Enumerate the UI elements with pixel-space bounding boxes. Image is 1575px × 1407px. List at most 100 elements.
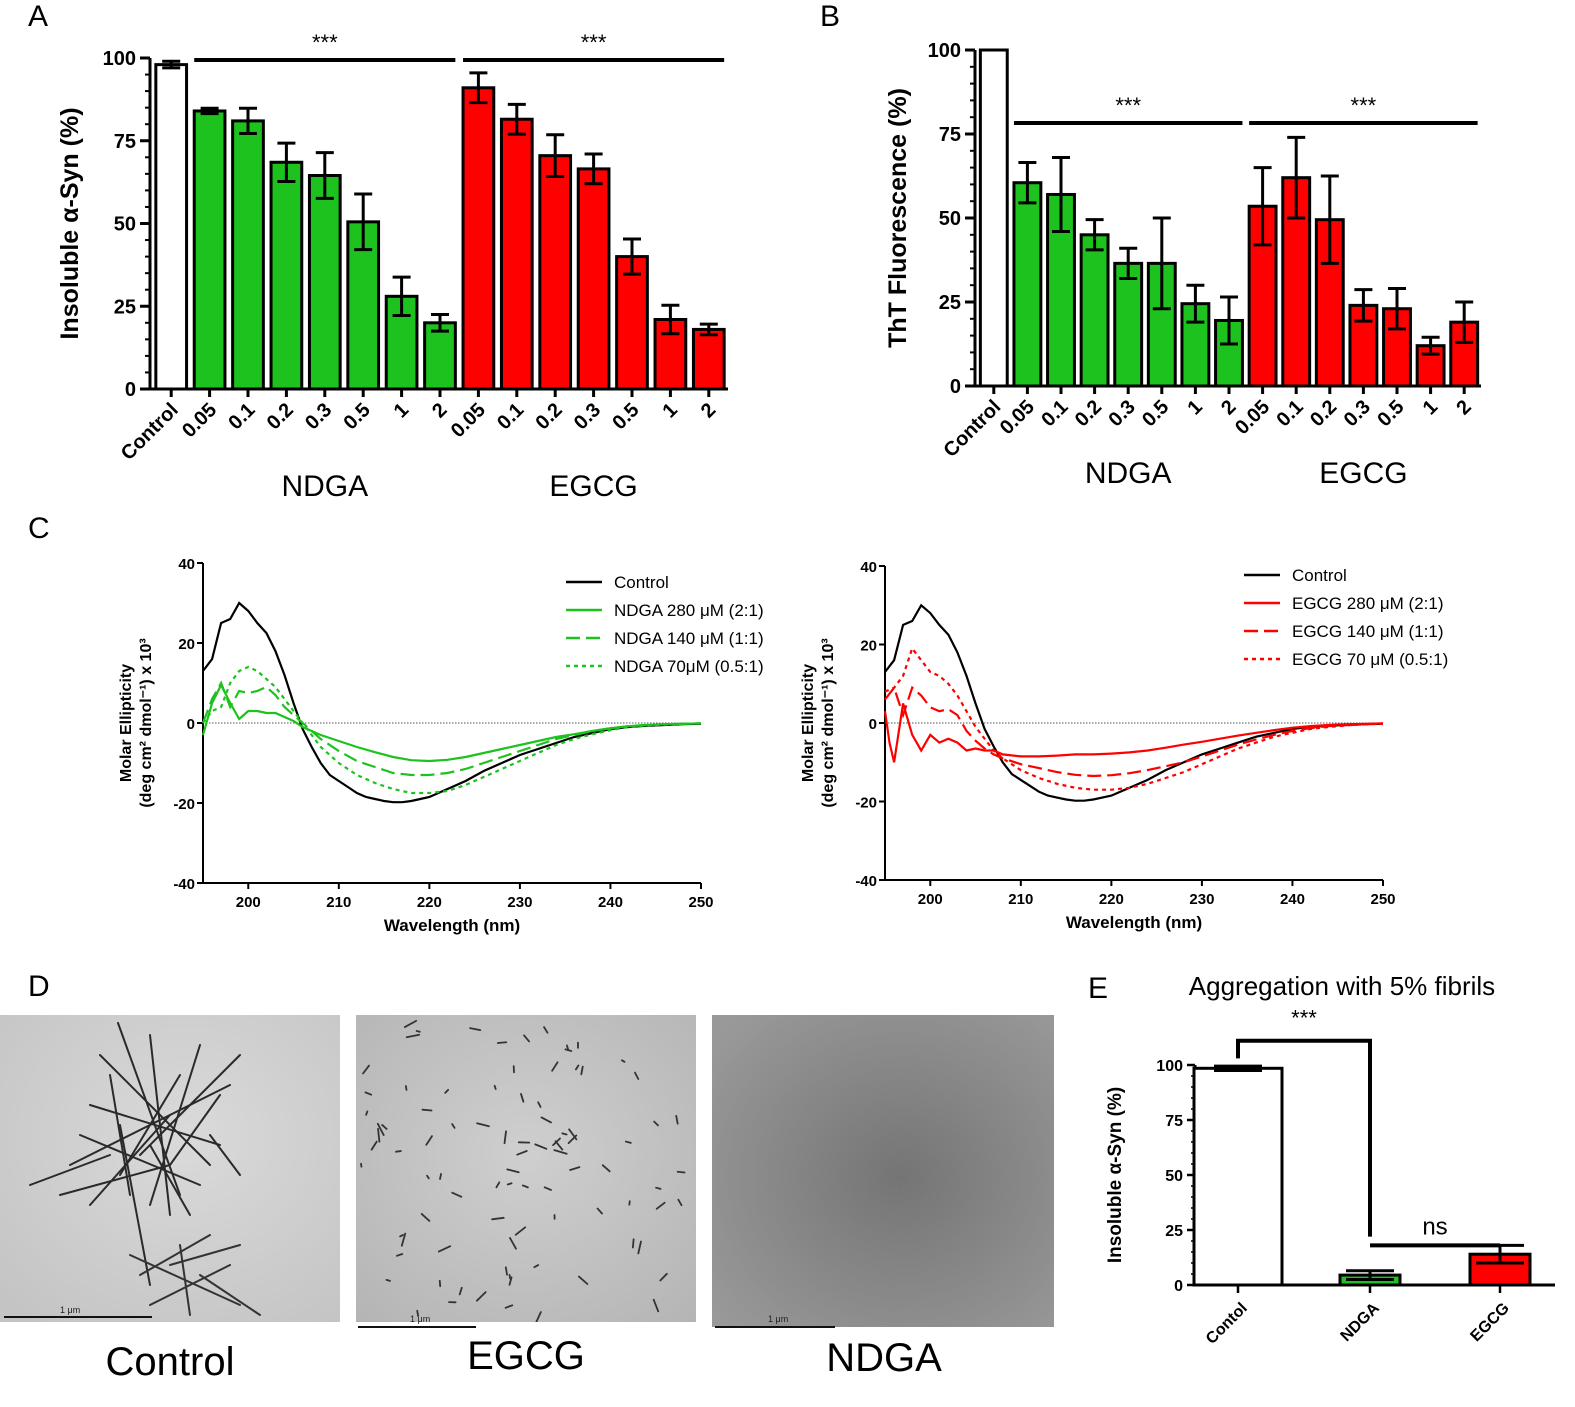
panel-label-c: C (28, 512, 50, 545)
fibril-fragment (362, 1064, 370, 1075)
y-tick-label-e: 50 (1165, 1168, 1183, 1185)
fibril-fragment (655, 1201, 666, 1210)
fibril (149, 1144, 191, 1216)
y-tick-label-a: 50 (114, 214, 136, 236)
fibril-fragment (566, 1044, 570, 1051)
legend-label-c-left-3: NDGA 70μM (0.5:1) (614, 657, 764, 676)
x-tick-label-a: 0.3 (301, 399, 336, 434)
fibril-fragment (404, 1085, 408, 1091)
y-tick-label-e: 75 (1165, 1113, 1183, 1130)
y-tick-label-c-right: -20 (855, 795, 877, 812)
fibril-fragment (655, 1186, 662, 1190)
legend-label-c-right-0: Control (1292, 566, 1347, 585)
bar-b-ndga (1079, 233, 1110, 388)
fibril-fragment (652, 1298, 660, 1313)
fibril-fragment (421, 1108, 433, 1112)
x-tick-label-c-left: 250 (688, 894, 713, 911)
y-axis-label-units-c-right: (deg cm² dmol⁻¹) x 10³ (820, 638, 837, 807)
y-tick-label-e: 25 (1165, 1223, 1183, 1240)
x-axis-label-c-left: Wavelength (nm) (384, 916, 520, 935)
series-line-c-left-2 (201, 680, 702, 777)
fibril (179, 1244, 191, 1316)
x-tick-label-b: 2 (1452, 396, 1475, 419)
tem-image-egcg (356, 1015, 696, 1322)
bar-b-ndga (1113, 261, 1144, 388)
fibril-fragment (364, 1091, 373, 1096)
fibril (139, 1054, 241, 1156)
fibril-fragment (416, 1309, 419, 1317)
x-tick-label-c-right: 200 (918, 891, 943, 908)
scale-label-control: 1 μm (60, 1305, 81, 1315)
fibril-fragment (476, 1122, 490, 1128)
fibril-fragment (420, 1213, 431, 1222)
group-label-ndga-a: NDGA (281, 470, 368, 503)
chart-e: Aggregation with 5% fibrils 0 25 50 75 100 Ins… (1105, 975, 1555, 1348)
x-tick-label-a: 0.1 (224, 399, 259, 434)
fibril-fragment (370, 1140, 378, 1151)
x-tick-label-b: 0.5 (1373, 396, 1408, 431)
fibril-fragment (469, 1027, 482, 1032)
series-line-c-right-0 (884, 603, 1384, 802)
y-tick-label-a: 100 (103, 48, 136, 70)
fibril-fragment (495, 1181, 501, 1189)
x-tick-label-b: Control (940, 396, 1006, 462)
fibril-fragment (523, 1034, 531, 1043)
fibril-fragment (425, 1135, 433, 1146)
significance-label-a: *** (581, 30, 607, 55)
significance-label-a: *** (312, 30, 338, 55)
x-tick-label-a: 1 (659, 399, 682, 422)
fibril-fragment (543, 1026, 549, 1034)
x-tick-label-b: 1 (1184, 396, 1207, 419)
fibril (149, 1264, 231, 1306)
fibril-fragment (569, 1166, 581, 1171)
fibril (199, 1274, 261, 1316)
fibril-fragment (506, 1168, 520, 1174)
y-axis-label-c-right: Molar Ellipticity (800, 664, 817, 782)
x-tick-label-c-left: 200 (236, 894, 261, 911)
fibril (139, 1234, 211, 1276)
fibril-fragment (675, 1114, 679, 1125)
x-tick-label-a: 0.2 (263, 399, 298, 434)
fibril-fragment (506, 1182, 513, 1186)
x-tick-label-a: 2 (428, 399, 451, 422)
y-tick-label-c-right: 40 (860, 559, 877, 576)
fibril (79, 1134, 201, 1186)
y-tick-label-c-left: 0 (187, 716, 195, 733)
fibril (59, 1164, 171, 1196)
fibril-fragment (514, 1226, 527, 1236)
x-tick-label-c-left: 240 (598, 894, 623, 911)
fibril-fragment (564, 1048, 573, 1052)
legend-label-c-right-2: EGCG 140 μM (1:1) (1292, 622, 1444, 641)
significance-label-e: *** (1291, 1005, 1317, 1030)
series-line-c-left-0 (202, 601, 702, 804)
y-tick-label-c-left: 20 (178, 636, 195, 653)
fibril-fragment (521, 1184, 529, 1189)
x-tick-label-a: 0.3 (570, 399, 605, 434)
bar-a-egcg (615, 255, 649, 391)
x-tick-label-b: 0.1 (1037, 396, 1072, 431)
fibril (89, 1104, 221, 1146)
x-tick-label-a: 0.5 (608, 399, 643, 434)
x-axis-label-c-right: Wavelength (nm) (1066, 913, 1202, 932)
fibril-fragment (624, 1140, 632, 1144)
fibril-fragment (634, 1071, 640, 1080)
fibril-fragment (376, 1122, 385, 1136)
series-line-c-left-3 (202, 665, 702, 795)
fibril-fragment (496, 1041, 508, 1044)
fibril-fragment (659, 1272, 668, 1282)
fibril-fragment (631, 1238, 635, 1249)
x-tick-label-a: Control (117, 399, 183, 465)
x-tick-label-c-right: 220 (1099, 891, 1124, 908)
y-tick-label-b: 100 (928, 40, 961, 62)
bar-a-ndga (423, 321, 457, 391)
fibril-fragment (533, 1264, 540, 1269)
x-tick-label-c-right: 230 (1189, 891, 1214, 908)
x-tick-label-a: 0.05 (447, 399, 490, 442)
x-tick-label-c-left: 210 (326, 894, 351, 911)
bar-b-ndga (1012, 181, 1043, 388)
fibril-fragment (458, 1286, 463, 1296)
bar-a-egcg (538, 154, 573, 391)
fibril-fragment (568, 1128, 578, 1141)
y-tick-label-c-right: 0 (869, 716, 877, 733)
